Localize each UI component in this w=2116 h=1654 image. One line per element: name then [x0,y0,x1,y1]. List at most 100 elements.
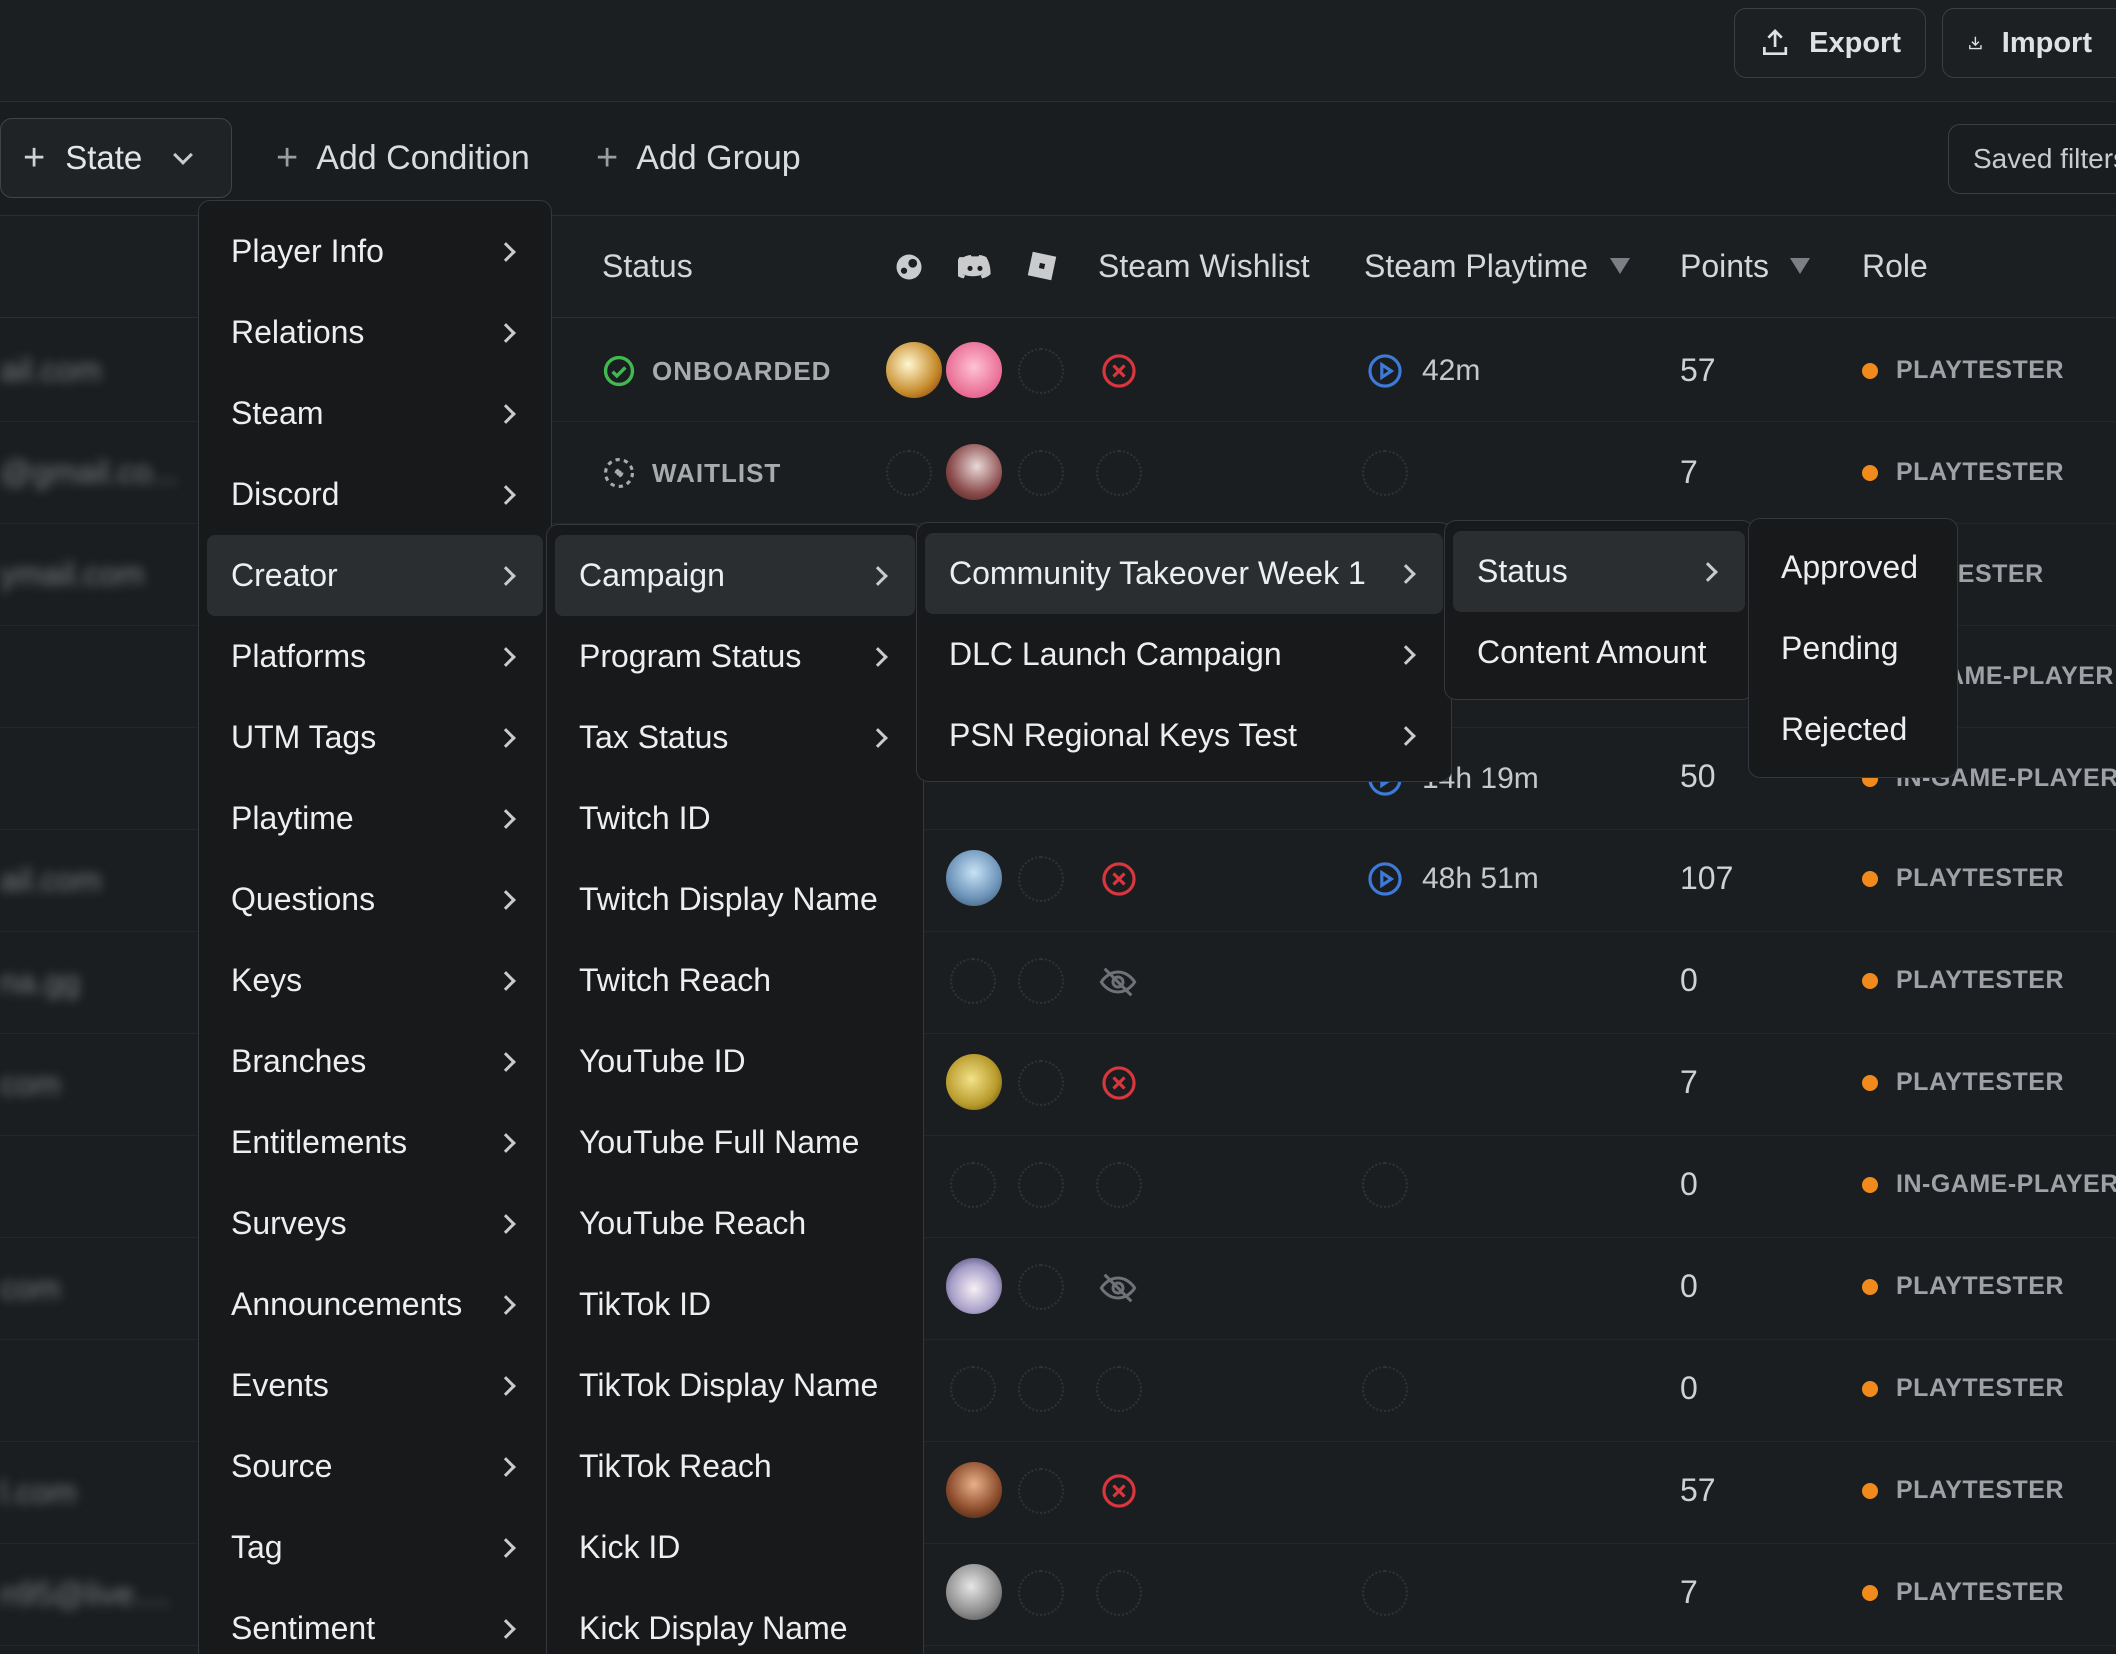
menu-item-branches[interactable]: Branches [199,1021,551,1102]
email-cell: @gmail.co... [0,454,179,490]
table-row[interactable] [0,1034,2116,1136]
avatar [886,342,942,398]
menu-item-tiktok-id[interactable]: TikTok ID [547,1264,923,1345]
menu-item-tax-status[interactable]: Tax Status [547,697,923,778]
export-button[interactable]: Export [1734,8,1926,78]
header-points[interactable]: Points [1680,248,1769,284]
menu-item-playtime[interactable]: Playtime [199,778,551,859]
empty-slot [950,1366,996,1412]
chevron-right-icon [496,565,516,586]
role-label: PLAYTESTER [1896,864,2065,892]
sort-desc-icon[interactable] [1788,256,1812,276]
add-group-button[interactable]: + Add Group [596,118,801,198]
menu-item-source[interactable]: Source [199,1426,551,1507]
menu-item-twitch-display-name[interactable]: Twitch Display Name [547,859,923,940]
menu-item-approved[interactable]: Approved [1749,527,1957,608]
x-circle-icon [1102,1474,1136,1508]
menu-item-twitch-id[interactable]: Twitch ID [547,778,923,859]
table-row[interactable] [0,1238,2116,1340]
menu-item-content-amount[interactable]: Content Amount [1445,612,1753,693]
menu-item-surveys[interactable]: Surveys [199,1183,551,1264]
menu-item-program-status[interactable]: Program Status [547,616,923,697]
menu-item-events[interactable]: Events [199,1345,551,1426]
header-steam-wishlist[interactable]: Steam Wishlist [1098,248,1310,284]
email-cell: n95@live.... [0,1576,170,1612]
chevron-right-icon [496,808,516,829]
menu-item-rejected[interactable]: Rejected [1749,689,1957,770]
menu-item-youtube-full-name[interactable]: YouTube Full Name [547,1102,923,1183]
menu-item-kick-display-name[interactable]: Kick Display Name [547,1588,923,1654]
header-steam-playtime[interactable]: Steam Playtime [1364,248,1589,284]
download-icon [1969,36,1982,50]
menu-item-sentiment[interactable]: Sentiment [199,1588,551,1654]
email-cell: na.gg [0,964,81,1000]
import-button[interactable]: Import [1942,8,2116,78]
menu-item-label: YouTube ID [579,1043,746,1079]
menu-item-entitlements[interactable]: Entitlements [199,1102,551,1183]
campaign-field-submenu: Status Content Amount [1444,520,1754,700]
empty-slot [1018,1570,1064,1616]
menu-item-label: Announcements [231,1286,463,1322]
table-row[interactable] [0,1340,2116,1442]
menu-item-label: Player Info [231,233,384,269]
empty-slot [1096,1570,1142,1616]
role-cell: TESTER [1942,560,2044,589]
chevron-right-icon [496,970,516,991]
menu-item-relations[interactable]: Relations [199,292,551,373]
table-row[interactable] [0,728,2116,830]
header-status[interactable]: Status [602,248,693,284]
menu-item-keys[interactable]: Keys [199,940,551,1021]
menu-item-youtube-reach[interactable]: YouTube Reach [547,1183,923,1264]
header-role[interactable]: Role [1862,248,1928,284]
menu-item-tag[interactable]: Tag [199,1507,551,1588]
role-dot [1862,1380,1878,1397]
table-row[interactable] [0,320,2116,422]
table-row[interactable] [0,1442,2116,1544]
saved-filters-button[interactable]: Saved filters [1948,124,2116,194]
state-filter-button[interactable]: + State [0,118,232,198]
menu-item-twitch-reach[interactable]: Twitch Reach [547,940,923,1021]
menu-item-label: Surveys [231,1205,347,1241]
add-condition-button[interactable]: + Add Condition [276,118,530,198]
menu-item-player-info[interactable]: Player Info [199,211,551,292]
table-row[interactable] [0,830,2116,932]
menu-item-tiktok-display-name[interactable]: TikTok Display Name [547,1345,923,1426]
loading-circle-icon [603,457,635,489]
menu-item-label: Keys [231,962,303,998]
menu-item-psn-regional-keys-test[interactable]: PSN Regional Keys Test [917,695,1451,776]
menu-item-dlc-launch-campaign[interactable]: DLC Launch Campaign [917,614,1451,695]
menu-item-announcements[interactable]: Announcements [199,1264,551,1345]
roblox-icon [1027,251,1057,281]
role-dot [1862,870,1878,887]
empty-slot [1362,1366,1408,1412]
table-row[interactable] [0,1136,2116,1238]
menu-item-label: Twitch ID [579,800,711,836]
email-cell: ail.com [0,862,102,898]
saved-filters-label: Saved filters [1973,143,2116,174]
menu-item-tiktok-reach[interactable]: TikTok Reach [547,1426,923,1507]
status-label: WAITLIST [652,457,782,488]
empty-slot [1018,856,1064,902]
sort-desc-icon[interactable] [1608,256,1632,276]
menu-item-youtube-id[interactable]: YouTube ID [547,1021,923,1102]
table-row[interactable] [0,1544,2116,1646]
chevron-right-icon [496,322,516,343]
menu-item-campaign[interactable]: Campaign [555,535,915,616]
menu-item-pending[interactable]: Pending [1749,608,1957,689]
menu-item-label: TikTok ID [579,1286,712,1322]
menu-item-creator[interactable]: Creator [207,535,543,616]
menu-item-platforms[interactable]: Platforms [199,616,551,697]
points-value: 7 [1680,454,1698,490]
menu-item-kick-id[interactable]: Kick ID [547,1507,923,1588]
menu-item-questions[interactable]: Questions [199,859,551,940]
menu-item-utm-tags[interactable]: UTM Tags [199,697,551,778]
role-dot [1862,1482,1878,1499]
x-circle-icon [1102,862,1136,896]
menu-item-status[interactable]: Status [1453,531,1745,612]
menu-item-discord[interactable]: Discord [199,454,551,535]
table-row[interactable] [0,932,2116,1034]
field-category-menu: Player Info Relations Steam Discord Crea… [198,200,552,1654]
empty-slot [1362,1570,1408,1616]
menu-item-community-takeover-week-1[interactable]: Community Takeover Week 1 [925,533,1443,614]
menu-item-steam[interactable]: Steam [199,373,551,454]
